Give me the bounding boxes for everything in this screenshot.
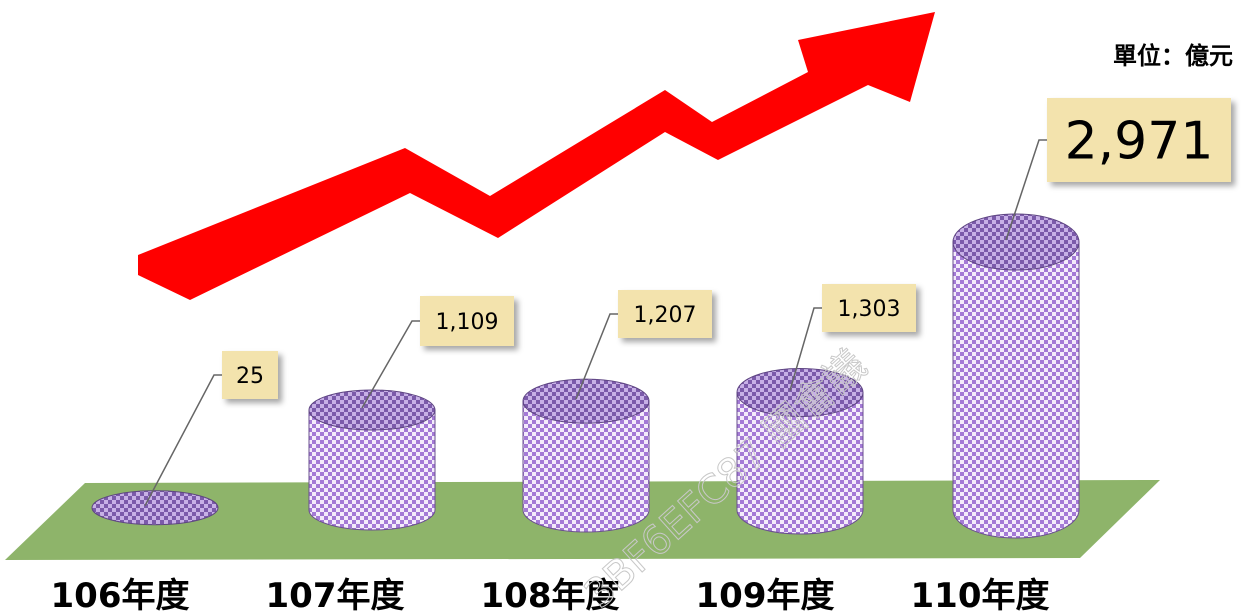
- value-labels: 25 1,109 1,207 1,303 2,971: [222, 98, 1231, 399]
- category-label: 107年度: [266, 576, 405, 614]
- leader-line: [789, 307, 822, 391]
- bar-body: [736, 391, 864, 535]
- bar-top: [736, 367, 864, 417]
- bar-top: [522, 378, 650, 424]
- bar-body: [308, 409, 436, 531]
- value-label-box: [618, 290, 712, 338]
- trend-arrow: [138, 12, 935, 300]
- value-label-box: [822, 284, 916, 332]
- category-label: 109年度: [696, 576, 835, 614]
- value-label: 25: [236, 364, 264, 389]
- value-label: 2,971: [1065, 112, 1214, 172]
- bar-body: [522, 400, 650, 533]
- bars-group: [91, 213, 1080, 539]
- category-label: 106年度: [51, 576, 190, 614]
- value-label: 1,207: [634, 303, 697, 328]
- value-label-box: [222, 351, 278, 399]
- leader-line: [575, 313, 618, 400]
- category-label: 108年度: [481, 576, 620, 614]
- leader-line: [144, 374, 222, 507]
- bar-top: [308, 389, 436, 431]
- bar-top: [91, 490, 219, 526]
- leader-line: [361, 320, 420, 409]
- value-label-box: [1047, 98, 1231, 182]
- leader-lines: [144, 139, 1047, 507]
- bar-body: [952, 241, 1080, 539]
- value-label: 1,109: [436, 310, 499, 335]
- category-label: 110年度: [911, 576, 1050, 614]
- category-labels: 106年度 107年度 108年度 109年度 110年度: [51, 576, 1050, 614]
- value-label: 1,303: [838, 297, 901, 322]
- value-label-box: [420, 296, 514, 346]
- unit-label: 單位：億元: [1113, 42, 1233, 70]
- bar-top: [952, 213, 1080, 271]
- leader-line: [1005, 139, 1047, 241]
